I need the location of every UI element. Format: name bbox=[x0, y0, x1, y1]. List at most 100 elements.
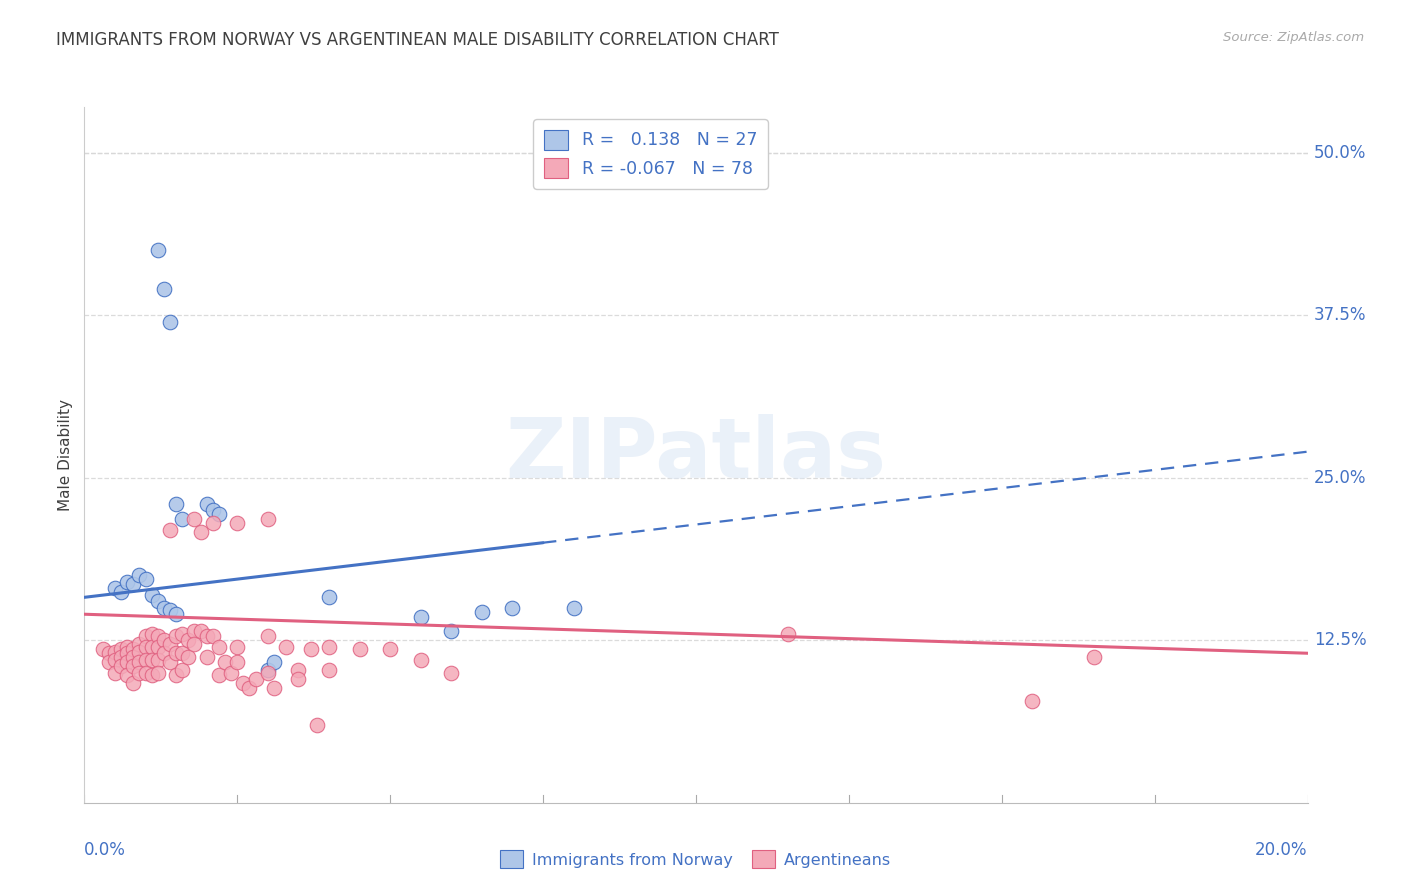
Point bbox=[208, 507, 231, 521]
Point bbox=[190, 624, 212, 639]
Point bbox=[263, 656, 285, 670]
Point bbox=[214, 656, 236, 670]
Point bbox=[97, 646, 120, 660]
Point bbox=[115, 574, 138, 589]
Point bbox=[141, 640, 163, 654]
Point bbox=[128, 645, 150, 659]
Point bbox=[165, 646, 187, 660]
Point bbox=[195, 497, 218, 511]
Point bbox=[502, 600, 524, 615]
Point bbox=[257, 663, 280, 677]
Point bbox=[257, 665, 280, 680]
Point bbox=[226, 516, 249, 531]
Point bbox=[159, 637, 181, 651]
Point bbox=[91, 642, 114, 657]
Text: 37.5%: 37.5% bbox=[1313, 306, 1367, 324]
Point bbox=[135, 653, 157, 667]
Point bbox=[97, 656, 120, 670]
Point bbox=[104, 653, 127, 667]
Point bbox=[409, 610, 432, 624]
Point bbox=[141, 668, 163, 682]
Point bbox=[195, 650, 218, 665]
Point bbox=[153, 282, 176, 296]
Point bbox=[287, 663, 309, 677]
Point bbox=[135, 665, 157, 680]
Point bbox=[226, 656, 249, 670]
Point bbox=[201, 629, 224, 643]
Point bbox=[257, 629, 280, 643]
Point bbox=[471, 605, 494, 619]
Point bbox=[128, 665, 150, 680]
Text: 0.0%: 0.0% bbox=[84, 841, 127, 859]
Point bbox=[172, 663, 194, 677]
Point bbox=[190, 525, 212, 540]
Point bbox=[165, 607, 187, 622]
Point bbox=[238, 681, 260, 696]
Point bbox=[122, 676, 145, 690]
Point bbox=[159, 656, 181, 670]
Point bbox=[201, 516, 224, 531]
Point bbox=[287, 672, 309, 686]
Point bbox=[1021, 694, 1043, 708]
Text: 20.0%: 20.0% bbox=[1256, 841, 1308, 859]
Point bbox=[128, 656, 150, 670]
Point bbox=[195, 629, 218, 643]
Point bbox=[110, 650, 132, 665]
Point bbox=[318, 591, 340, 605]
Point bbox=[208, 668, 231, 682]
Point bbox=[257, 512, 280, 526]
Point bbox=[219, 665, 242, 680]
Point bbox=[122, 650, 145, 665]
Point bbox=[146, 640, 169, 654]
Point bbox=[226, 640, 249, 654]
Point bbox=[122, 659, 145, 673]
Point bbox=[115, 668, 138, 682]
Point bbox=[183, 624, 205, 639]
Point bbox=[440, 665, 463, 680]
Point bbox=[172, 626, 194, 640]
Text: 25.0%: 25.0% bbox=[1313, 468, 1367, 487]
Point bbox=[115, 640, 138, 654]
Point bbox=[153, 633, 176, 648]
Point bbox=[115, 646, 138, 660]
Point bbox=[146, 665, 169, 680]
Point bbox=[153, 646, 176, 660]
Point bbox=[208, 640, 231, 654]
Point bbox=[104, 581, 127, 595]
Point bbox=[141, 626, 163, 640]
Point bbox=[159, 603, 181, 617]
Point bbox=[440, 624, 463, 639]
Point bbox=[232, 676, 254, 690]
Text: ZIPatlas: ZIPatlas bbox=[506, 415, 886, 495]
Point bbox=[159, 523, 181, 537]
Point bbox=[245, 672, 267, 686]
Point bbox=[172, 512, 194, 526]
Point bbox=[110, 642, 132, 657]
Point bbox=[562, 600, 585, 615]
Point bbox=[135, 629, 157, 643]
Point bbox=[165, 629, 187, 643]
Point bbox=[165, 668, 187, 682]
Point bbox=[135, 572, 157, 586]
Point bbox=[104, 645, 127, 659]
Point bbox=[146, 653, 169, 667]
Point bbox=[299, 642, 322, 657]
Point bbox=[146, 629, 169, 643]
Point bbox=[153, 600, 176, 615]
Point bbox=[349, 642, 371, 657]
Point bbox=[776, 626, 799, 640]
Point bbox=[201, 503, 224, 517]
Point bbox=[318, 640, 340, 654]
Text: IMMIGRANTS FROM NORWAY VS ARGENTINEAN MALE DISABILITY CORRELATION CHART: IMMIGRANTS FROM NORWAY VS ARGENTINEAN MA… bbox=[56, 31, 779, 49]
Point bbox=[1083, 650, 1105, 665]
Point bbox=[380, 642, 402, 657]
Text: Source: ZipAtlas.com: Source: ZipAtlas.com bbox=[1223, 31, 1364, 45]
Point bbox=[165, 497, 187, 511]
Point bbox=[141, 653, 163, 667]
Y-axis label: Male Disability: Male Disability bbox=[58, 399, 73, 511]
Text: 50.0%: 50.0% bbox=[1313, 144, 1367, 161]
Text: 12.5%: 12.5% bbox=[1313, 632, 1367, 649]
Point bbox=[183, 637, 205, 651]
Legend: Immigrants from Norway, Argentineans: Immigrants from Norway, Argentineans bbox=[494, 844, 898, 875]
Point bbox=[128, 637, 150, 651]
